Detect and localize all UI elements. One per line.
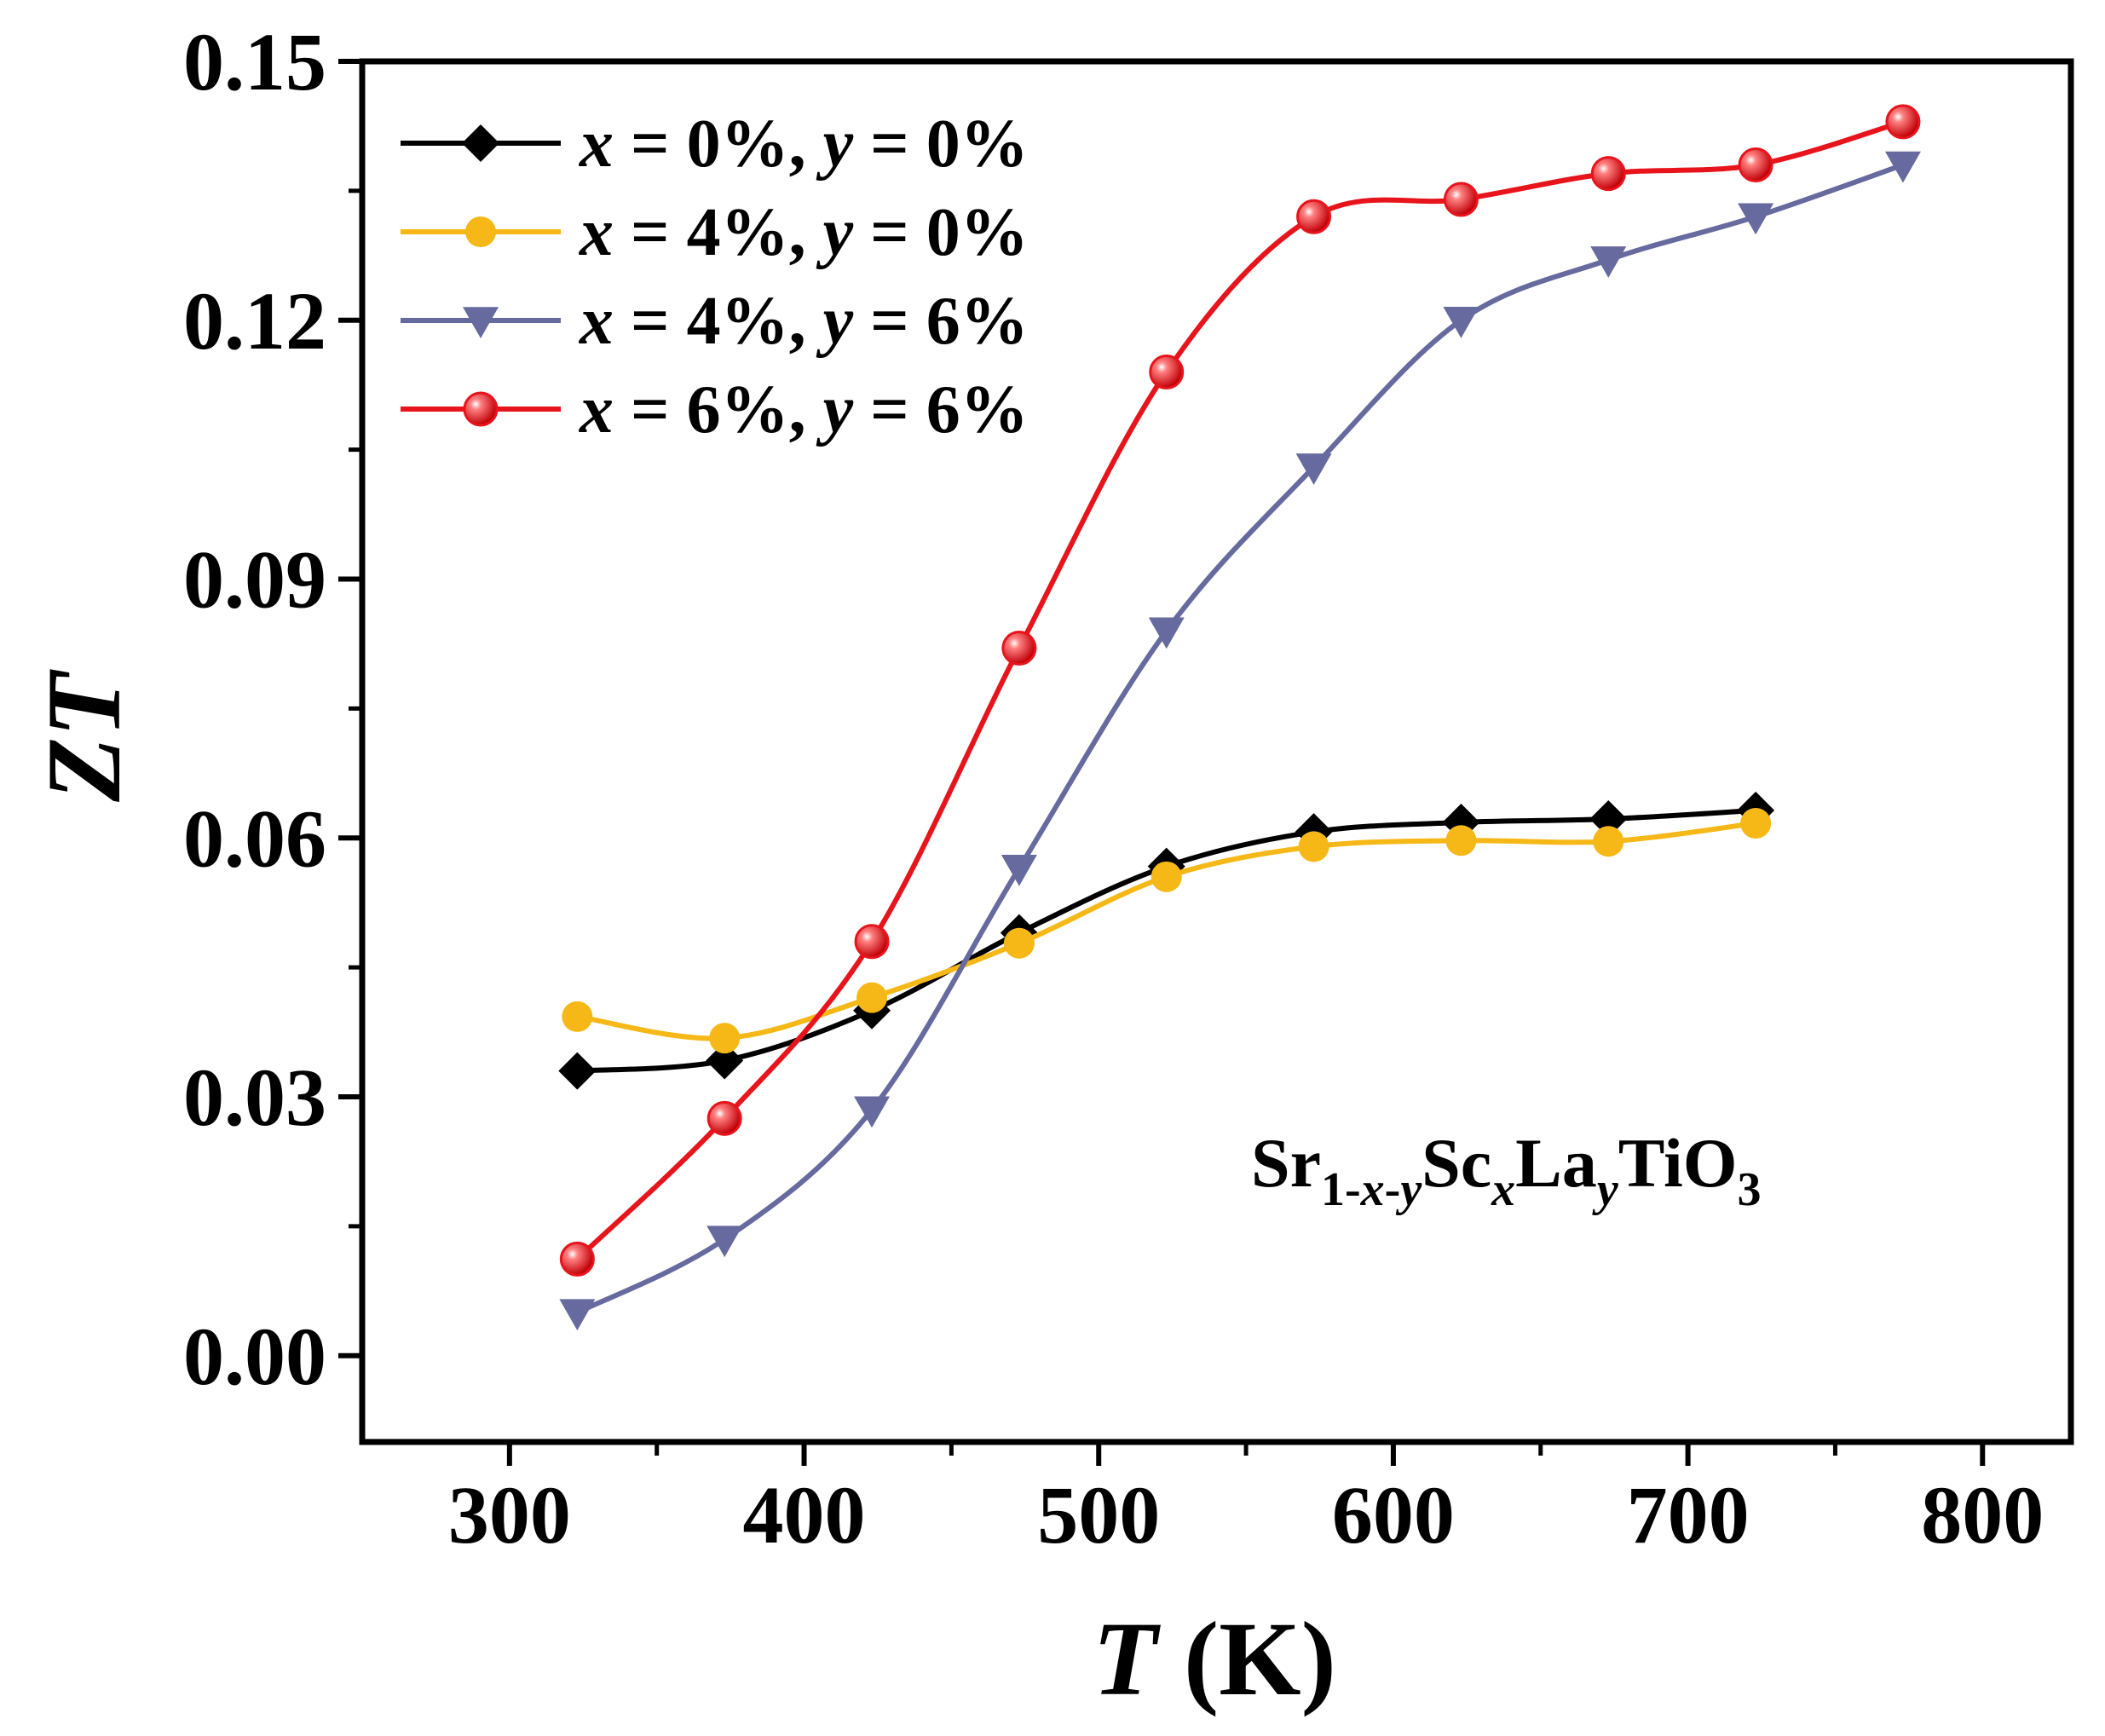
series-0: [558, 791, 1775, 1090]
y-tick-label: 0.12: [183, 275, 326, 366]
data-point: [1148, 617, 1185, 649]
legend-marker: [462, 124, 499, 162]
data-point: [1001, 631, 1037, 666]
data-point: [1445, 825, 1477, 856]
series-line: [576, 162, 1904, 1315]
data-point: [1151, 861, 1182, 892]
data-point: [1884, 151, 1921, 183]
data-point: [1443, 307, 1479, 338]
series-3: [559, 104, 1921, 1277]
legend-item: x = 4%, y = 0%: [401, 195, 1029, 270]
series-2: [559, 151, 1921, 1331]
data-point: [1738, 147, 1773, 182]
legend-item: x = 4%, y = 6%: [401, 284, 1029, 359]
x-tick-label: 700: [1627, 1469, 1750, 1560]
series-layer: [558, 104, 1921, 1331]
data-point: [1590, 246, 1627, 278]
data-point: [1001, 854, 1037, 886]
y-tick-label: 0.06: [183, 793, 326, 884]
data-point: [1589, 799, 1628, 838]
axes-layer: 300 400 500 600 700 800 0.00 0.03 0.06 0.09 0.12 0.…: [183, 16, 2044, 1560]
legend-item: x = 6%, y = 6%: [401, 372, 1029, 447]
data-point: [559, 1299, 596, 1331]
y-axis-title: ZT: [26, 669, 142, 803]
data-point: [1590, 156, 1626, 192]
data-point: [1740, 808, 1772, 839]
data-point: [706, 1100, 742, 1136]
data-point: [1296, 199, 1332, 234]
data-point: [856, 982, 888, 1013]
series-1: [562, 808, 1772, 1054]
data-point: [559, 1241, 595, 1277]
compound-formula-annotation: Sr1-x-yScxLayTiO3: [1251, 1124, 1762, 1216]
legend-marker: [465, 216, 496, 247]
legend-label: x = 6%, y = 6%: [579, 372, 1029, 447]
data-point: [706, 1226, 743, 1258]
data-point: [709, 1023, 741, 1054]
data-point: [1738, 203, 1774, 235]
legend: x = 0%, y = 0% x = 4%, y = 0% x = 4%, y = …: [401, 107, 1029, 447]
x-tick-label: 400: [743, 1469, 866, 1560]
legend-marker: [463, 307, 499, 338]
data-point: [706, 1041, 744, 1080]
y-tick-label: 0.15: [183, 16, 326, 107]
legend-item: x = 0%, y = 0%: [401, 107, 1029, 182]
data-point: [558, 1052, 597, 1090]
legend-label: x = 0%, y = 0%: [579, 107, 1029, 182]
y-tick-label: 0.03: [183, 1052, 326, 1143]
legend-label: x = 4%, y = 0%: [579, 195, 1029, 270]
x-tick-label: 600: [1332, 1469, 1455, 1560]
data-point: [1885, 104, 1921, 140]
data-point: [1298, 831, 1329, 862]
data-point: [1443, 182, 1479, 217]
x-axis-title: T (K): [1093, 1600, 1336, 1717]
legend-marker: [463, 391, 499, 427]
x-tick-label: 300: [448, 1469, 571, 1560]
data-point: [1295, 453, 1332, 485]
data-point: [854, 1096, 891, 1128]
data-point: [1593, 826, 1624, 857]
data-point: [1149, 355, 1185, 389]
legend-label: x = 4%, y = 6%: [579, 284, 1029, 359]
plot-frame: [359, 58, 2074, 1445]
y-tick-label: 0.09: [183, 534, 326, 626]
y-tick-label: 0.00: [183, 1311, 326, 1402]
x-tick-label: 500: [1037, 1469, 1160, 1560]
data-point: [562, 1001, 593, 1032]
data-point: [854, 924, 890, 960]
data-point: [1003, 927, 1035, 959]
x-tick-label: 800: [1921, 1469, 2044, 1560]
